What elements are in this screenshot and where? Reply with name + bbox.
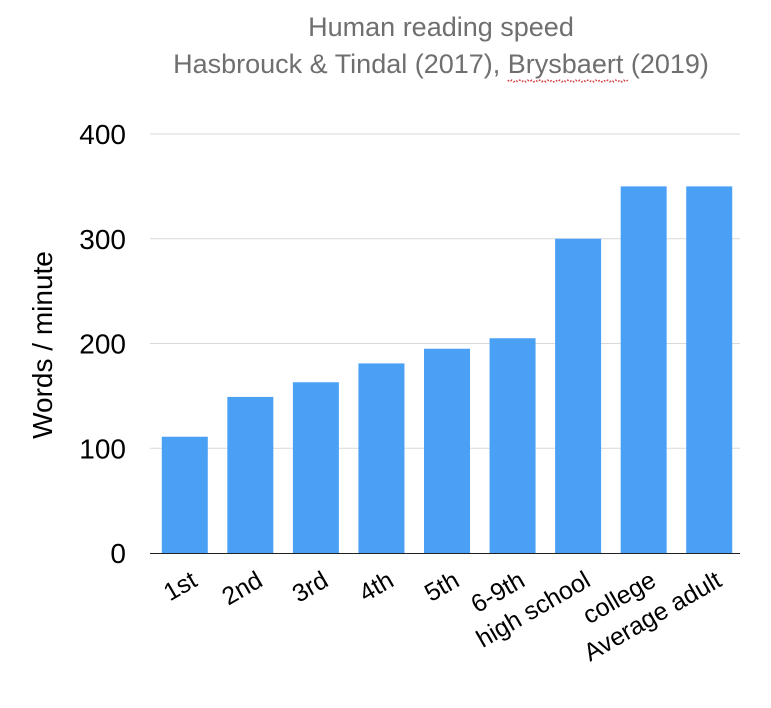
y-axis-ticks: 0 100 200 300 400	[79, 119, 126, 569]
y-tick-label: 200	[79, 329, 126, 360]
x-tick-label: 3rd	[288, 566, 333, 608]
x-tick-label: 2nd	[217, 566, 267, 611]
bar	[620, 186, 667, 553]
bar	[686, 186, 733, 553]
x-tick-label: 4th	[354, 566, 398, 608]
bar	[292, 382, 339, 553]
bar	[489, 338, 536, 553]
chart-title: Human reading speed	[308, 12, 574, 42]
bar	[424, 348, 470, 553]
chart-subtitle-part-3: (2019)	[623, 49, 709, 79]
chart-subtitle: Hasbrouck & Tindal (2017), Brysbaert (20…	[173, 49, 709, 79]
y-tick-label: 300	[79, 224, 126, 255]
x-tick-label: 1st	[159, 566, 202, 607]
bar	[161, 436, 208, 553]
x-tick-label: 5th	[420, 566, 464, 608]
bars	[161, 186, 733, 553]
y-axis-label: Words / minute	[27, 251, 58, 439]
y-tick-label: 0	[110, 538, 126, 569]
y-tick-label: 400	[79, 119, 126, 150]
bar	[358, 363, 405, 553]
chart-subtitle-part-2: Brysbaert	[508, 49, 624, 79]
y-tick-label: 100	[79, 433, 126, 464]
spellcheck-underline	[507, 79, 629, 83]
bar	[227, 396, 274, 553]
bar	[555, 238, 602, 553]
chart-subtitle-part-1: Hasbrouck & Tindal (2017),	[173, 49, 508, 79]
